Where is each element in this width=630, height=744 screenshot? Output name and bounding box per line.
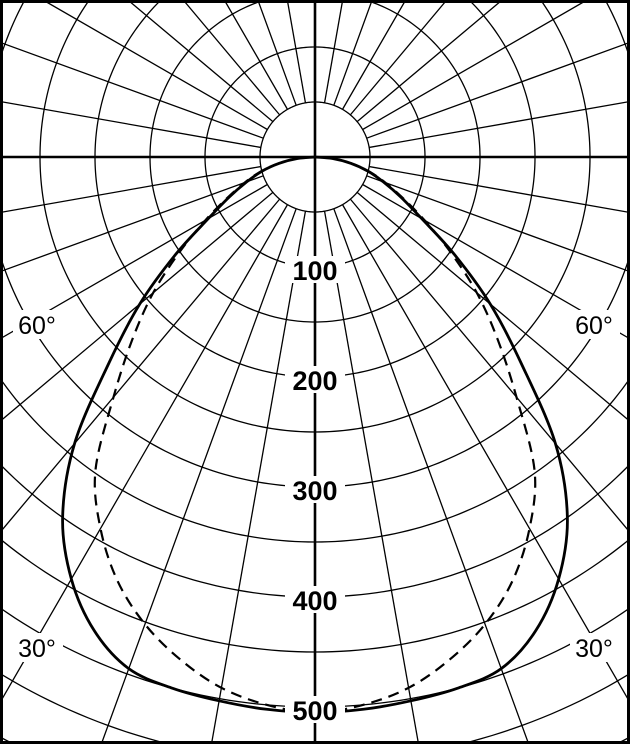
label-background xyxy=(13,310,63,339)
angle-label-30-right: 30° xyxy=(575,635,613,663)
label-background xyxy=(13,633,63,662)
grid-radial-line xyxy=(223,0,289,110)
grid-radial-line xyxy=(0,198,281,533)
grid-radial-line xyxy=(349,0,448,116)
labels: 100 200 300 400 500 60° 60° 30° 30° xyxy=(13,256,620,726)
label-background xyxy=(285,366,345,393)
angle-label-30-left: 30° xyxy=(18,635,56,663)
angle-label-60-right: 60° xyxy=(575,312,613,340)
grid-radial-line xyxy=(341,0,407,110)
radial-tick-label: 200 xyxy=(292,366,337,396)
grid-radial-line xyxy=(210,211,307,744)
label-background xyxy=(570,633,620,662)
radial-tick-label: 100 xyxy=(292,256,337,286)
grid-radial-line xyxy=(366,41,630,139)
label-background xyxy=(285,696,345,723)
grid-radial-line xyxy=(369,165,630,214)
grid-radial-line xyxy=(0,100,261,149)
label-background xyxy=(285,586,345,613)
grid-radial-line xyxy=(366,175,630,273)
grid-radial-line xyxy=(100,208,297,744)
label-background xyxy=(285,256,345,283)
grid-radial-line xyxy=(0,165,261,214)
grid-radial-line xyxy=(341,204,630,703)
radial-tick-label: 500 xyxy=(292,696,337,726)
grid-circle xyxy=(94,0,536,378)
grid-circle xyxy=(0,672,630,744)
grid-radial-line xyxy=(286,0,307,103)
series-curve-dashed xyxy=(93,155,537,714)
grid-radial-line xyxy=(127,0,274,123)
grid-radial-line xyxy=(0,175,264,273)
grid-radial-line xyxy=(333,0,373,106)
label-background xyxy=(285,476,345,503)
grid-circle xyxy=(39,0,591,433)
grid-radial-line xyxy=(349,198,630,533)
grid-radial-line xyxy=(182,0,281,116)
grid-radial-line xyxy=(323,0,344,103)
grid-circle xyxy=(149,0,481,323)
grid-radial-line xyxy=(323,211,420,744)
radial-tick-label: 400 xyxy=(292,586,337,616)
grid-radial-line xyxy=(0,41,264,139)
grid-radial-line xyxy=(369,100,630,149)
grid-radial-line xyxy=(42,0,268,131)
angle-label-60-left: 60° xyxy=(18,312,56,340)
grid-radial-line xyxy=(362,0,588,131)
grid-radial-line xyxy=(0,204,289,703)
label-background xyxy=(570,310,620,339)
grid-radial-line xyxy=(356,0,503,123)
grid-radial-line xyxy=(333,208,530,744)
grid-radial-line xyxy=(257,0,297,106)
radial-tick-label: 300 xyxy=(292,476,337,506)
